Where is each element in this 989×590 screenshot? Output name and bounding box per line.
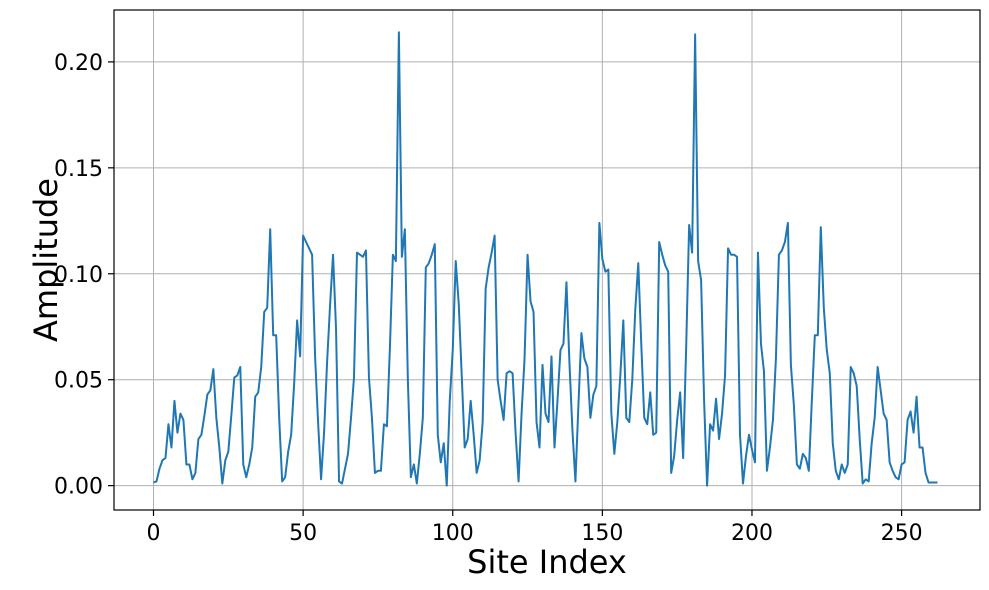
series-line bbox=[153, 31, 938, 487]
x-axis-title: Site Index bbox=[467, 543, 627, 581]
x-tick-label: 0 bbox=[146, 521, 160, 546]
y-tick-label: 0.10 bbox=[54, 263, 103, 288]
y-tick-label: 0.15 bbox=[54, 157, 103, 182]
y-tick-label: 0.20 bbox=[54, 51, 103, 76]
y-axis-ticks: 0.00 0.05 0.10 0.15 0.20 bbox=[54, 51, 114, 500]
x-tick-label: 50 bbox=[289, 521, 317, 546]
x-tick-label: 150 bbox=[581, 521, 623, 546]
x-tick-label: 250 bbox=[881, 521, 923, 546]
y-grid bbox=[114, 61, 980, 487]
x-grid bbox=[152, 10, 903, 510]
plot-area bbox=[114, 10, 980, 510]
plot-frame bbox=[113, 9, 981, 511]
y-tick-label: 0.00 bbox=[54, 475, 103, 500]
x-tick-label: 200 bbox=[731, 521, 773, 546]
x-tick-label: 100 bbox=[432, 521, 474, 546]
y-tick-label: 0.05 bbox=[54, 369, 103, 394]
x-axis-ticks: 0 50 100 150 200 250 bbox=[146, 510, 923, 546]
y-axis-title: Amplitude bbox=[27, 178, 65, 342]
